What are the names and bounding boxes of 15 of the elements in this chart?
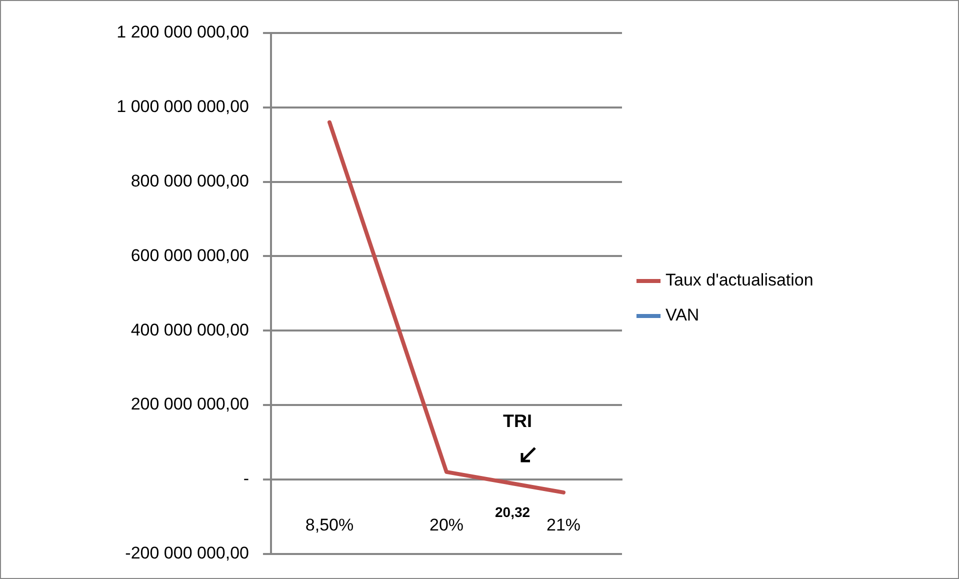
legend-label: VAN <box>666 306 700 325</box>
annotation: TRI <box>503 411 532 432</box>
x-tick-label: 8,50% <box>305 515 354 534</box>
x-tick-label: 21% <box>546 515 581 534</box>
annotation: 20,32 <box>495 504 530 520</box>
y-tick-label: - <box>243 469 249 488</box>
y-tick-label: 1 200 000 000,00 <box>116 22 249 42</box>
y-tick-label: 600 000 000,00 <box>130 246 249 265</box>
y-tick-label: -200 000 000,00 <box>125 543 249 562</box>
y-tick-label: 800 000 000,00 <box>130 171 249 190</box>
x-tick-label: 20% <box>429 515 464 534</box>
y-tick-label: 200 000 000,00 <box>130 394 249 414</box>
y-tick-label: 1 000 000 000,00 <box>116 97 249 116</box>
y-tick-label: 400 000 000,00 <box>130 320 249 340</box>
legend-label: Taux d'actualisation <box>666 270 814 290</box>
